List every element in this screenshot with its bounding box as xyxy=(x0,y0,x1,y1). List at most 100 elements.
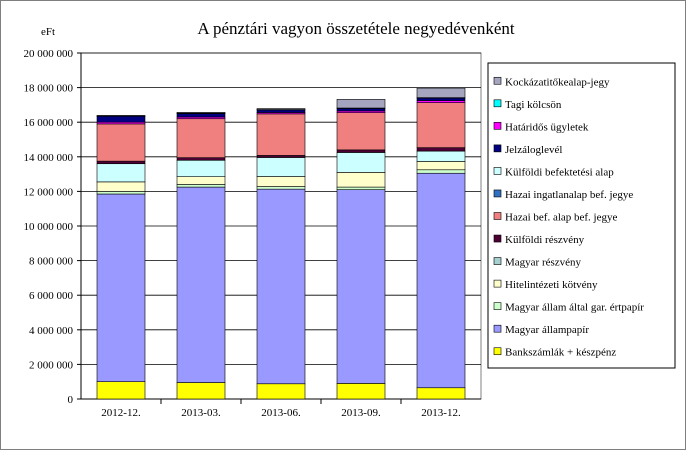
legend-label: Magyar állam által gar. értpapír xyxy=(505,302,644,314)
bar-segment xyxy=(176,112,226,114)
bar-segment xyxy=(256,108,306,110)
legend-label: Hazai ingatlanalap bef. jegye xyxy=(505,189,633,201)
x-tick-label: 2013-09. xyxy=(341,407,381,419)
legend-item: Hitelintézeti kötvény xyxy=(493,279,598,291)
bar-stack xyxy=(96,115,146,400)
bar-segment xyxy=(416,169,466,174)
bar-segment xyxy=(96,193,146,382)
legend-item: Bankszámlák + készpénz xyxy=(493,347,616,359)
x-tick-label: 2012-12. xyxy=(101,407,141,419)
legend-label: Bankszámlák + készpénz xyxy=(505,347,616,359)
legend-item: Külföldi befektetési alap xyxy=(493,166,614,178)
bar-segment xyxy=(176,184,226,188)
bar-segment xyxy=(176,176,226,185)
legend-swatch xyxy=(493,257,502,265)
x-axis-ticks: 2012-12. 2013-03. 2013-06. 2013-09. 2013-12. xyxy=(101,399,461,419)
legend-item: Határidős ügyletek xyxy=(493,121,589,133)
y-tick-label: 8 000 000 xyxy=(29,256,74,268)
legend-swatch xyxy=(493,302,502,310)
bar-segment xyxy=(176,113,226,118)
bar-segment xyxy=(96,381,146,400)
bar-segment xyxy=(256,188,306,385)
y-tick-label: 14 000 000 xyxy=(24,152,74,164)
legend: Kockázatitőkealap-jegy Tagi kölcsön Határi… xyxy=(487,62,676,369)
bar-segment xyxy=(256,157,306,177)
bar-segment xyxy=(176,382,226,400)
y-tick-label: 20 000 000 xyxy=(24,48,74,60)
bar-segment xyxy=(416,172,466,389)
bar-segment xyxy=(416,102,466,148)
bar-segment xyxy=(96,115,146,117)
bar-segment xyxy=(416,161,466,171)
legend-label: Határidős ügyletek xyxy=(505,121,589,133)
legend-item: Magyar állampapír xyxy=(493,324,589,336)
legend-swatch xyxy=(493,99,502,108)
legend-label: Kockázatitőkealap-jegy xyxy=(505,76,610,88)
legend-item: Tagi kölcsön xyxy=(493,99,562,111)
legend-item: Külföldi részvény xyxy=(493,234,585,246)
x-tick-label: 2013-12. xyxy=(421,407,461,419)
y-tick-label: 2 000 000 xyxy=(29,359,74,371)
bar-segment xyxy=(256,383,306,400)
bar-segment xyxy=(176,186,226,383)
legend-label: Magyar állampapír xyxy=(505,324,589,336)
legend-item: Hazai bef. alap bef. jegye xyxy=(493,212,617,224)
bar-stack xyxy=(336,99,386,400)
legend-swatch xyxy=(493,234,502,243)
y-axis-ticks: 0 2 000 000 4 000 000 6 000 000 8 000 000 10 … xyxy=(24,48,481,406)
legend-label: Külföldi befektetési alap xyxy=(505,166,614,178)
legend-label: Jelzáloglevél xyxy=(505,144,562,156)
legend-label: Hazai bef. alap bef. jegye xyxy=(505,212,617,224)
legend-label: Külföldi részvény xyxy=(505,234,585,246)
bar-segment xyxy=(416,100,466,103)
legend-item: Magyar állam által gar. értpapír xyxy=(493,302,644,314)
y-tick-label: 0 xyxy=(68,394,74,406)
bar-segment xyxy=(256,155,306,158)
bar-segment xyxy=(336,172,386,188)
bar-stack xyxy=(416,87,466,400)
legend-swatch xyxy=(493,324,502,333)
bar-segment xyxy=(256,186,306,190)
legend-swatch xyxy=(493,279,502,288)
bar-segment xyxy=(176,159,226,177)
y-tick-label: 6 000 000 xyxy=(29,290,74,302)
legend-swatch xyxy=(493,212,502,220)
y-tick-label: 4 000 000 xyxy=(29,325,74,337)
bars xyxy=(96,87,466,400)
bar-segment xyxy=(96,115,146,123)
bar-segment xyxy=(416,387,466,400)
y-tick-label: 16 000 000 xyxy=(24,117,74,129)
bar-segment xyxy=(256,113,306,156)
bar-segment xyxy=(416,87,466,98)
legend-item: Hazai ingatlanalap bef. jegye xyxy=(493,189,633,201)
bar-segment xyxy=(416,147,466,152)
bar-segment xyxy=(336,149,386,153)
bar-stack xyxy=(176,112,226,400)
legend-item: Jelzáloglevél xyxy=(493,144,562,156)
legend-label: Hitelintézeti kötvény xyxy=(505,279,598,291)
bar-segment xyxy=(96,191,146,195)
legend-item: Magyar részvény xyxy=(493,257,582,269)
bar-segment xyxy=(416,150,466,162)
bar-segment xyxy=(336,112,386,151)
legend-label: Tagi kölcsön xyxy=(505,99,562,111)
grid-lines xyxy=(81,52,481,365)
legend-swatch xyxy=(493,347,502,356)
bar-segment xyxy=(96,160,146,165)
bar-segment xyxy=(96,123,146,162)
legend-swatch xyxy=(493,76,502,85)
bar-segment xyxy=(336,189,386,384)
legend-swatch xyxy=(493,144,502,153)
legend-item: Kockázatitőkealap-jegy xyxy=(493,76,610,88)
bar-segment xyxy=(336,152,386,173)
y-tick-label: 18 000 000 xyxy=(24,83,74,95)
bar-segment xyxy=(176,118,226,158)
legend-swatch xyxy=(493,167,502,175)
x-tick-label: 2013-03. xyxy=(181,407,221,419)
legend-label: Magyar részvény xyxy=(505,257,582,269)
legend-box xyxy=(487,62,676,369)
y-tick-label: 12 000 000 xyxy=(24,186,74,198)
y-axis-unit-label: eFt xyxy=(41,26,55,38)
